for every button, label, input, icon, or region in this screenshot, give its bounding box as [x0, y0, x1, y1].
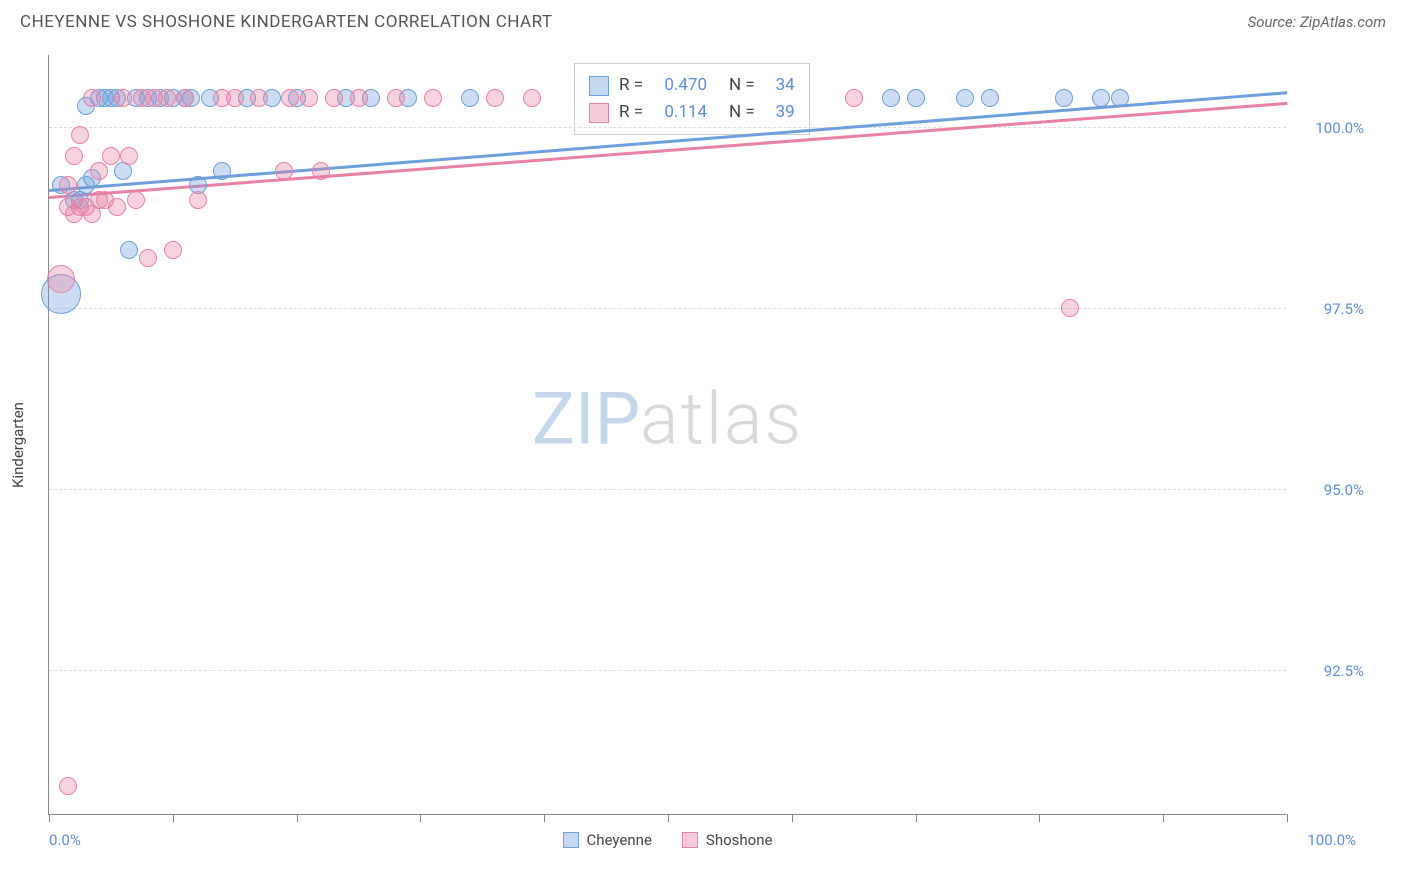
data-point: [461, 89, 479, 107]
data-point: [250, 89, 268, 107]
data-point: [1061, 299, 1079, 317]
data-point: [139, 249, 157, 267]
x-tick: [1163, 814, 1164, 822]
data-point: [90, 162, 108, 180]
data-point: [83, 89, 101, 107]
legend-swatch-icon: [589, 76, 609, 96]
legend-item: Shoshone: [682, 831, 773, 849]
data-point: [486, 89, 504, 107]
data-point: [882, 89, 900, 107]
y-axis-label: 95.0%: [1324, 481, 1364, 499]
legend-swatch-icon: [589, 103, 609, 123]
data-point: [102, 147, 120, 165]
stats-legend: R =0.470N =34R =0.114N =39: [574, 63, 810, 135]
y-axis-label: 92.5%: [1324, 662, 1364, 680]
x-axis-max-label: 100.0%: [1307, 831, 1356, 849]
chart-header: CHEYENNE VS SHOSHONE KINDERGARTEN CORREL…: [0, 0, 1406, 40]
data-point: [1092, 89, 1110, 107]
x-tick: [668, 814, 669, 822]
gridline: 100.0%: [49, 127, 1286, 128]
data-point: [1111, 89, 1129, 107]
gridline: 92.5%: [49, 670, 1286, 671]
data-point: [65, 147, 83, 165]
data-point: [47, 265, 75, 293]
data-point: [120, 147, 138, 165]
data-point: [387, 89, 405, 107]
x-tick: [1039, 814, 1040, 822]
data-point: [158, 89, 176, 107]
gridline: 95.0%: [49, 489, 1286, 490]
watermark: ZIPatlas: [532, 377, 803, 462]
y-axis-title: Kindergarten: [9, 402, 27, 488]
x-tick: [420, 814, 421, 822]
series-legend: Cheyenne Shoshone: [563, 831, 773, 849]
data-point: [312, 162, 330, 180]
chart-container: Kindergarten ZIPatlas R =0.470N =34R =0.…: [48, 55, 1388, 835]
data-point: [300, 89, 318, 107]
data-point: [845, 89, 863, 107]
x-tick: [173, 814, 174, 822]
x-axis-min-label: 0.0%: [49, 831, 81, 849]
stats-legend-row: R =0.114N =39: [589, 99, 795, 126]
data-point: [120, 241, 138, 259]
y-axis-label: 97.5%: [1324, 300, 1364, 318]
data-point: [424, 89, 442, 107]
legend-item: Cheyenne: [563, 831, 652, 849]
data-point: [189, 191, 207, 209]
gridline: 97.5%: [49, 308, 1286, 309]
chart-title: CHEYENNE VS SHOSHONE KINDERGARTEN CORREL…: [20, 12, 553, 32]
x-tick: [544, 814, 545, 822]
data-point: [213, 162, 231, 180]
legend-swatch-icon: [563, 832, 579, 848]
x-tick: [1287, 814, 1288, 822]
legend-swatch-icon: [682, 832, 698, 848]
data-point: [350, 89, 368, 107]
plot-area: ZIPatlas R =0.470N =34R =0.114N =39 Chey…: [48, 55, 1286, 815]
data-point: [164, 241, 182, 259]
y-axis-label: 100.0%: [1315, 119, 1364, 137]
data-point: [281, 89, 299, 107]
data-point: [523, 89, 541, 107]
data-point: [59, 777, 77, 795]
data-point: [176, 89, 194, 107]
data-point: [114, 89, 132, 107]
data-point: [226, 89, 244, 107]
data-point: [108, 198, 126, 216]
x-tick: [792, 814, 793, 822]
chart-source: Source: ZipAtlas.com: [1248, 13, 1386, 31]
x-tick: [297, 814, 298, 822]
data-point: [59, 176, 77, 194]
data-point: [325, 89, 343, 107]
data-point: [1055, 89, 1073, 107]
x-tick: [49, 814, 50, 822]
data-point: [127, 191, 145, 209]
data-point: [956, 89, 974, 107]
data-point: [275, 162, 293, 180]
data-point: [907, 89, 925, 107]
data-point: [71, 126, 89, 144]
data-point: [981, 89, 999, 107]
stats-legend-row: R =0.470N =34: [589, 72, 795, 99]
x-tick: [916, 814, 917, 822]
